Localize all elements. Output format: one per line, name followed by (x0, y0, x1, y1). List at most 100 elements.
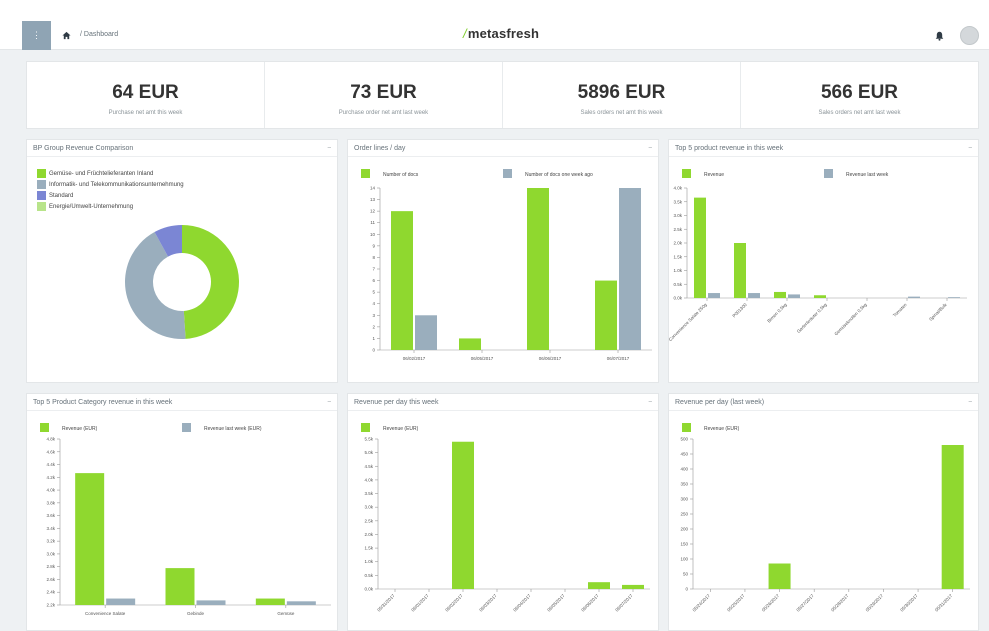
x-tick-label: 06/06/2017 (539, 356, 562, 361)
legend-label: Revenue (EUR) (704, 426, 740, 432)
y-tick-label: 2.0k (673, 241, 682, 246)
legend-label: Number of docs (383, 172, 419, 178)
x-tick-label: 05/27/2017 (795, 593, 815, 613)
legend-swatch (37, 202, 46, 211)
y-tick-label: 3.5k (364, 491, 373, 496)
legend-label: Energie/Umwelt-Unternehmung (49, 203, 134, 210)
bar (788, 294, 800, 298)
bar (286, 601, 316, 605)
panel-header: Order lines / day – (348, 140, 658, 157)
y-tick-label: 12 (370, 209, 376, 214)
kpi-card[interactable]: 64 EUR Purchase net amt this week (27, 62, 265, 128)
legend-swatch (682, 423, 691, 432)
home-icon[interactable] (62, 31, 71, 40)
x-tick-label: 06/07/2017 (607, 356, 630, 361)
kpi-card[interactable]: 566 EUR Sales orders net amt last week (741, 62, 978, 128)
y-tick-label: 2.5k (364, 518, 373, 523)
y-tick-label: 4.0k (364, 477, 373, 482)
bar-chart: Revenue Revenue last week 0.0k 0.5k 1.0k 1.5k… (669, 169, 967, 342)
x-tick-label: 06/02/2017 (444, 593, 464, 613)
legend-item[interactable]: Standard (37, 190, 184, 201)
y-tick-label: 1 (372, 336, 375, 341)
legend-item[interactable]: Gemüse- und Früchtelieferanten Inland (37, 168, 184, 179)
menu-button[interactable]: ⋮ (22, 21, 51, 50)
legend-label: Revenue (EUR) (383, 426, 419, 432)
x-tick-label: Convenience Salate 250g (669, 302, 708, 342)
y-tick-label: 3.0k (673, 213, 682, 218)
y-tick-label: 450 (680, 452, 688, 457)
y-tick-label: 4.6k (46, 449, 55, 454)
y-tick-label: 50 (683, 572, 689, 577)
legend-item[interactable]: Informatik- und Telekommunikationsuntern… (37, 179, 184, 190)
y-tick-label: 2.0k (364, 532, 373, 537)
bar (941, 445, 964, 589)
top-navigation-bar: ⋮ / Dashboard /metasfresh (0, 0, 989, 50)
y-tick-label: 4.0k (673, 186, 682, 191)
kpi-label: Sales orders net amt this week (580, 110, 663, 116)
panel-header: Revenue per day (last week) – (669, 394, 978, 411)
bar-chart: Revenue (EUR) 0.0k 0.5k 1.0k 1.5k 2.0k 2.5k 3.0… (361, 423, 650, 613)
legend-item[interactable]: Energie/Umwelt-Unternehmung (37, 201, 184, 212)
y-tick-label: 4.2k (46, 475, 55, 480)
x-tick-label: 06/05/2017 (471, 356, 494, 361)
y-tick-label: 4.5k (364, 464, 373, 469)
kpi-card[interactable]: 73 EUR Purchase order net amt last week (265, 62, 503, 128)
kpi-label: Purchase net amt this week (108, 110, 183, 116)
y-tick-label: 4.0k (46, 488, 55, 493)
y-tick-label: 3.8k (46, 500, 55, 505)
y-tick-label: 2.8k (46, 564, 55, 569)
bell-icon[interactable] (935, 31, 944, 41)
y-tick-label: 4.4k (46, 462, 55, 467)
legend-swatch (824, 169, 833, 178)
y-tick-label: 350 (680, 482, 688, 487)
y-tick-label: 4.8k (46, 437, 55, 442)
collapse-icon[interactable]: – (648, 145, 652, 151)
legend-swatch (37, 180, 46, 189)
y-tick-label: 1.0k (364, 559, 373, 564)
bar (619, 188, 641, 350)
y-tick-label: 13 (370, 197, 376, 202)
panel-title: Revenue per day (last week) (675, 399, 765, 406)
bar (255, 598, 285, 605)
kpi-value: 73 EUR (350, 82, 417, 103)
metasfresh-logo: /metasfresh (463, 26, 539, 41)
x-tick-label: Gemüse (277, 611, 295, 616)
y-tick-label: 0 (685, 587, 688, 592)
y-tick-label: 1.0k (673, 268, 682, 273)
legend-label: Revenue (704, 172, 724, 178)
x-tick-label: 06/01/2017 (410, 593, 430, 613)
bar (748, 293, 760, 298)
y-tick-label: 0.5k (673, 282, 682, 287)
y-tick-label: 14 (370, 186, 376, 191)
breadcrumb[interactable]: / Dashboard (80, 31, 119, 38)
kpi-card[interactable]: 5896 EUR Sales orders net amt this week (503, 62, 741, 128)
user-avatar[interactable] (960, 26, 979, 45)
bar (595, 280, 617, 350)
panel-title: Order lines / day (354, 145, 406, 152)
bar (196, 600, 226, 605)
collapse-icon[interactable]: – (327, 145, 331, 151)
y-tick-label: 0.5k (364, 573, 373, 578)
bar (588, 582, 610, 589)
collapse-icon[interactable]: – (968, 399, 972, 405)
collapse-icon[interactable]: – (327, 399, 331, 405)
x-tick-label: Gemüseknollen 0.5kg (833, 302, 868, 337)
pie-slice (182, 225, 240, 339)
y-tick-label: 200 (680, 527, 688, 532)
x-tick-label: Convenience Salate (85, 611, 126, 616)
collapse-icon[interactable]: – (648, 399, 652, 405)
kpi-value: 64 EUR (112, 82, 179, 103)
collapse-icon[interactable]: – (968, 145, 972, 151)
legend-swatch (40, 423, 49, 432)
x-tick-label: Birnen 0.5kg (766, 302, 788, 324)
y-tick-label: 300 (680, 497, 688, 502)
legend-label: Revenue last week (EUR) (204, 426, 262, 432)
y-tick-label: 9 (372, 243, 375, 248)
y-tick-label: 2.4k (46, 590, 55, 595)
legend-label: Number of docs one week ago (525, 172, 593, 178)
bar-chart: Number of docs Number of docs one week ag… (361, 169, 652, 361)
y-tick-label: 3.6k (46, 513, 55, 518)
bar (415, 315, 437, 350)
y-tick-label: 3.0k (46, 551, 55, 556)
panel-bp-group-revenue: BP Group Revenue Comparison – Gemüse- un… (26, 139, 338, 383)
